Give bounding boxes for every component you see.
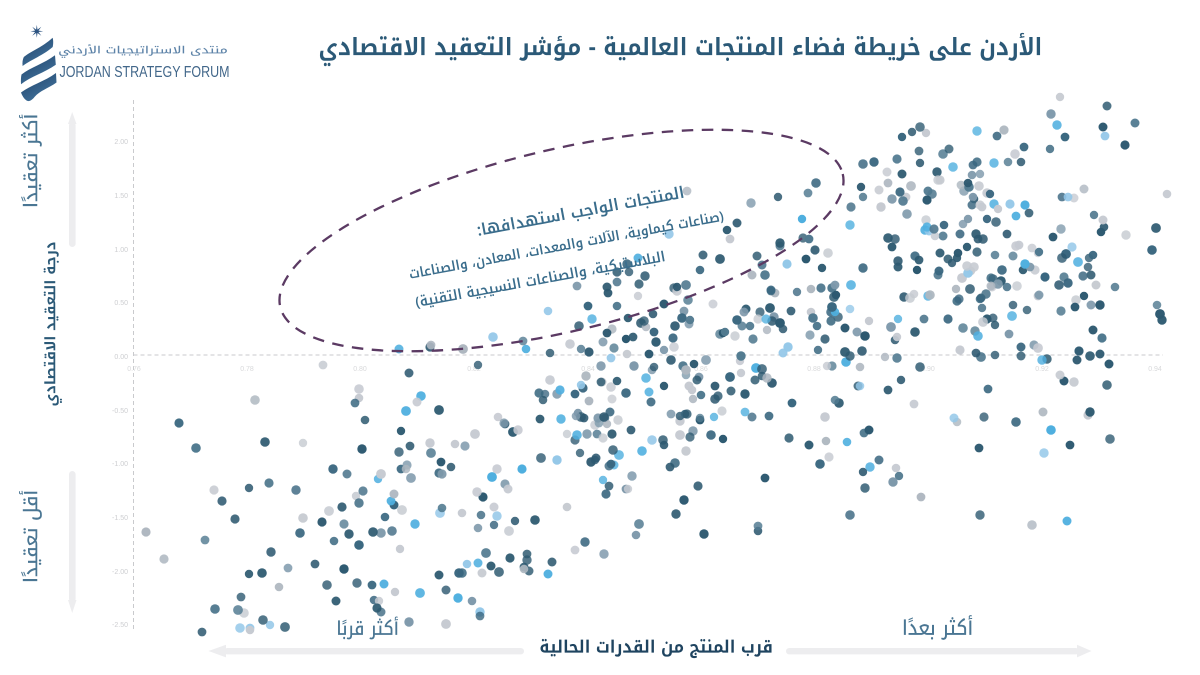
- svg-text:1.00: 1.00: [114, 247, 128, 254]
- svg-text:0.94: 0.94: [1148, 366, 1162, 373]
- svg-text:0.90: 0.90: [921, 366, 935, 373]
- svg-text:0.50: 0.50: [114, 300, 128, 307]
- svg-text:0.82: 0.82: [467, 366, 481, 373]
- svg-text:0.00: 0.00: [114, 354, 128, 361]
- svg-text:-1.00: -1.00: [112, 461, 128, 468]
- svg-text:-1.50: -1.50: [112, 515, 128, 522]
- svg-text:0.86: 0.86: [694, 366, 708, 373]
- svg-text:0.80: 0.80: [353, 366, 367, 373]
- svg-text:-0.50: -0.50: [112, 408, 128, 415]
- svg-text:JORDAN STRATEGY FORUM: JORDAN STRATEGY FORUM: [60, 64, 230, 81]
- svg-text:0.78: 0.78: [240, 366, 254, 373]
- svg-text:0.92: 0.92: [1035, 366, 1049, 373]
- svg-text:0.76: 0.76: [127, 366, 141, 373]
- svg-text:0.84: 0.84: [581, 366, 595, 373]
- svg-text:0.88: 0.88: [807, 366, 821, 373]
- svg-text:-2.50: -2.50: [112, 622, 128, 629]
- svg-text:1.50: 1.50: [114, 193, 128, 200]
- svg-text:-2.00: -2.00: [112, 569, 128, 576]
- svg-text:2.00: 2.00: [114, 139, 128, 146]
